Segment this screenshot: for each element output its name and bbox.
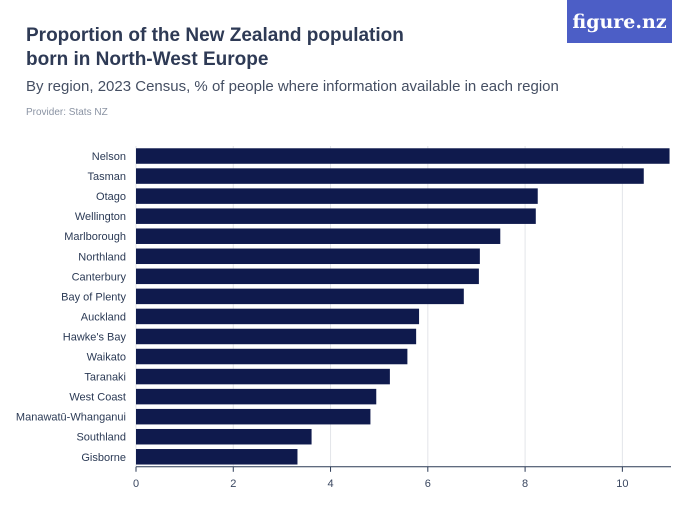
category-label: Hawke's Bay	[63, 331, 127, 343]
category-label: Taranaki	[84, 372, 126, 384]
category-label: Marlborough	[64, 231, 126, 243]
bar	[136, 208, 536, 224]
category-label: Waikato	[87, 352, 126, 364]
category-labels: Nelson Tasman Otago Wellington Marlborough No…	[16, 151, 127, 464]
category-label: Wellington	[75, 211, 126, 223]
bar	[136, 449, 298, 465]
x-tick-label: 2	[230, 478, 236, 490]
bar	[136, 368, 390, 385]
bars	[136, 148, 670, 465]
data-provider: Provider: Stats NZ	[26, 107, 108, 118]
category-label: Southland	[76, 432, 126, 444]
bar	[136, 168, 644, 184]
bar	[136, 348, 408, 365]
bar	[136, 408, 371, 425]
category-label: West Coast	[69, 392, 126, 404]
bar	[136, 388, 377, 405]
category-label: Northland	[78, 251, 126, 263]
bar	[136, 308, 420, 325]
figure-nz-logo[interactable]: figure.nz	[567, 0, 672, 43]
category-label: Nelson	[92, 151, 126, 163]
category-label: Manawatū-Whanganui	[16, 412, 126, 424]
bar	[136, 228, 501, 244]
x-tick-label: 6	[425, 478, 431, 490]
x-axis: 0 2 4 6 8 10	[133, 466, 671, 490]
category-label: Otago	[96, 191, 126, 203]
category-label: Canterbury	[72, 271, 127, 283]
category-label: Bay of Plenty	[61, 291, 126, 303]
x-tick-label: 10	[616, 478, 628, 490]
category-label: Tasman	[87, 171, 126, 183]
bar	[136, 248, 480, 265]
bar	[136, 328, 417, 345]
chart-subtitle: By region, 2023 Census, % of people wher…	[26, 78, 559, 95]
bar	[136, 428, 312, 445]
category-label: Gisborne	[81, 452, 126, 464]
bar	[136, 148, 670, 164]
chart-title: Proportion of the New Zealand population…	[26, 25, 404, 70]
bar	[136, 188, 538, 204]
x-tick-label: 4	[327, 478, 333, 490]
x-tick-label: 8	[522, 478, 528, 490]
category-label: Auckland	[81, 311, 126, 323]
bar	[136, 268, 479, 285]
x-tick-label: 0	[133, 478, 139, 490]
bar	[136, 288, 464, 305]
